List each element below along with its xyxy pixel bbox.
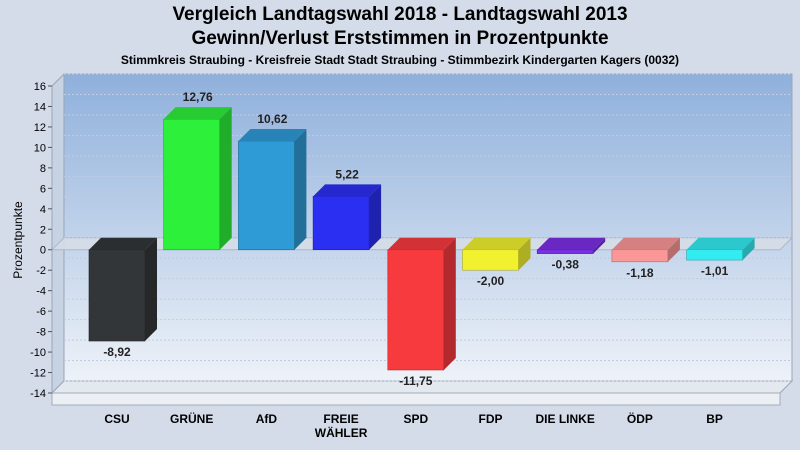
bar-2 [163, 107, 232, 251]
side-wall [51, 72, 65, 395]
x-tick-label: FDP [479, 412, 503, 426]
bar-front [163, 118, 220, 251]
y-tick-label: 14 [34, 101, 46, 113]
x-tick-label: AfD [256, 412, 278, 426]
bar-side [667, 237, 680, 262]
bar-top [89, 237, 157, 250]
bar-top [238, 129, 307, 142]
data-label: 12,76 [183, 90, 213, 104]
data-label: -11,75 [399, 374, 433, 388]
chart-title: Vergleich Landtagswahl 2018 - Landtagswa… [172, 4, 628, 25]
chart-caption: Stimmkreis Straubing - Kreisfreie Stadt … [120, 53, 680, 67]
bar-front [88, 249, 146, 342]
y-tick-label: 8 [40, 163, 46, 175]
bar-side [518, 237, 531, 271]
bar-top [387, 237, 456, 250]
y-tick-label: 4 [40, 204, 46, 216]
y-tick-label: 6 [40, 183, 46, 195]
y-tick-label: 10 [34, 142, 46, 154]
data-label: 5,22 [335, 167, 359, 181]
bar-side [145, 237, 157, 342]
bar-side [219, 107, 232, 250]
x-tick-label: FREIE [323, 412, 358, 426]
bar-1 [88, 237, 157, 342]
data-label: -8,92 [103, 345, 131, 359]
y-tick-label: -12 [30, 368, 46, 380]
axis-base [51, 392, 781, 406]
data-label: 10,62 [257, 112, 287, 126]
y-tick-label: 2 [40, 224, 46, 236]
bar-side [294, 129, 307, 250]
bar-top [537, 237, 606, 250]
data-label: -2,00 [477, 274, 505, 288]
x-tick-label: WÄHLER [315, 425, 368, 440]
data-label: -1,18 [626, 266, 654, 280]
data-label: -0,38 [552, 258, 580, 272]
bar-top [313, 184, 382, 197]
y-tick-label: 16 [34, 81, 46, 93]
bar-top [611, 237, 680, 250]
bar-4 [312, 184, 382, 251]
x-tick-label: ÖDP [627, 411, 653, 426]
bar-side [593, 237, 606, 254]
y-tick-label: -6 [36, 306, 46, 318]
bar-top [163, 107, 232, 120]
y-tick-label: -2 [36, 265, 46, 277]
bar-front [238, 140, 295, 251]
y-tick-label: -4 [36, 286, 46, 298]
bar-front [536, 249, 594, 254]
bar-front [312, 196, 370, 251]
bar-side [443, 237, 456, 370]
y-axis-label: Prozentpunkte [11, 201, 25, 279]
bar-8 [611, 237, 680, 263]
bar-front [686, 249, 743, 261]
bar-top [686, 237, 755, 250]
bar-side [742, 237, 755, 261]
x-tick-label: CSU [104, 412, 129, 426]
bar-7 [536, 237, 606, 254]
bar-6 [462, 237, 531, 271]
x-tick-label: DIE LINKE [536, 412, 595, 426]
y-tick-label: -14 [30, 388, 46, 400]
y-tick-label: 0 [40, 245, 46, 257]
x-tick-label: SPD [403, 412, 428, 426]
data-label: -1,01 [701, 264, 729, 278]
y-tick-label: -10 [30, 347, 46, 359]
x-tick-label: GRÜNE [170, 411, 213, 426]
bar-front [462, 249, 519, 271]
bar-front [387, 249, 445, 371]
x-tick-label: BP [706, 412, 723, 426]
bar-top [462, 237, 531, 250]
bar-5 [387, 237, 456, 371]
chart-subtitle: Gewinn/Verlust Erststimmen in Prozentpun… [191, 28, 609, 49]
bar-side [369, 184, 382, 250]
bar-9 [686, 237, 755, 261]
bar-3 [238, 129, 307, 251]
bar-front [611, 249, 669, 263]
y-tick-label: 12 [34, 122, 46, 134]
y-tick-label: -8 [36, 327, 46, 339]
